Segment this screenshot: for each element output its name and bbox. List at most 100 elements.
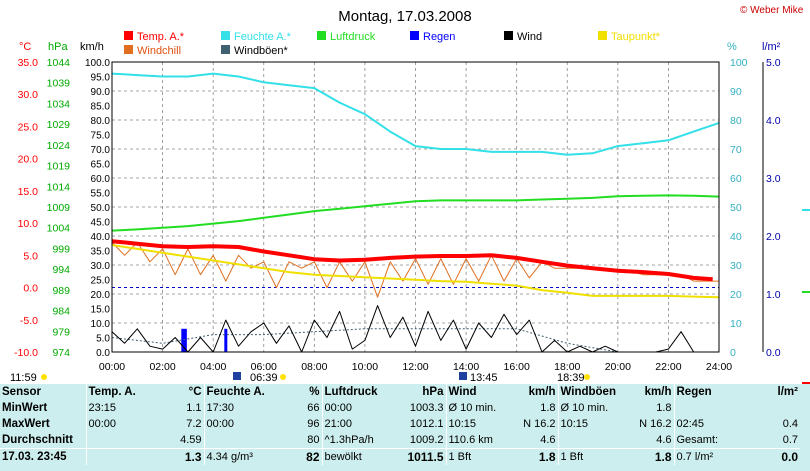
kmh-tick: 20.0	[91, 290, 111, 301]
stats-cell: 00:00	[203, 416, 270, 432]
kmh-tick: 45.0	[91, 218, 111, 229]
stats-cell: 0.7 l/m²	[673, 448, 750, 465]
stats-table: Sensor Temp. A. °C Feuchte A.% Luftdruck hPa W…	[0, 384, 800, 465]
stats-row-min: MinWert 23:15 1.1 17:30 66 00:00 1003.3 Ø 10 mi…	[0, 400, 800, 416]
chart-title: Montag, 17.03.2008	[338, 8, 471, 25]
series-luftdruck-line	[111, 194, 720, 232]
kmh-tick: 55.0	[91, 189, 111, 200]
kmh-tick: 60.0	[91, 174, 111, 185]
time-tick: 18:00	[554, 361, 580, 373]
right-edge-markers	[802, 209, 810, 384]
stats-cell: 82	[270, 448, 322, 465]
time-tick: 00:00	[99, 361, 125, 373]
stats-cell: 80	[307, 434, 320, 446]
stats-header-cell: Sensor	[2, 386, 41, 398]
hpa-tick: 989	[52, 285, 70, 297]
stats-row-avg: Durchschnitt 4.59 80 ^1.3hPa/h 1009.2 110.6 k…	[0, 432, 800, 449]
stats-row-current: 17.03. 23:45 1.3 4.34 g/m³ 82 bewölkt 1011.5 1…	[0, 448, 800, 465]
celsius-tick: 5.0	[23, 250, 38, 262]
percent-tick: 80	[730, 115, 742, 127]
time-tick: 08:00	[301, 361, 327, 373]
stats-header-cell: l/m²	[777, 386, 798, 398]
rain-tick: 3.0	[766, 173, 781, 185]
time-tick: 06:00	[251, 361, 277, 373]
stats-cell: 7.2	[186, 418, 202, 430]
stats-header-cell: %	[309, 386, 320, 398]
stats-header-cell: hPa	[422, 386, 444, 398]
stats-cell: Durchschnitt	[2, 434, 73, 446]
hpa-tick: 974	[52, 347, 70, 359]
sun-icon	[41, 374, 47, 380]
series-taupunkt-line	[111, 244, 720, 299]
legend: Temp. A.* Feuchte A.* Luftdruck Regen Wind Ta…	[124, 31, 661, 57]
stats-cell: 02:45	[673, 416, 750, 432]
percent-tick: 60	[730, 173, 742, 185]
stats-cell: MaxWert	[2, 418, 50, 430]
kmh-tick: 10.0	[91, 319, 111, 330]
time-tick: 20:00	[605, 361, 631, 373]
hpa-tick: 1014	[47, 181, 71, 193]
legend-label: Windböen*	[234, 45, 289, 57]
noon-time: 13:45	[470, 372, 498, 384]
time-tick: 04:00	[200, 361, 226, 373]
percent-tick: 30	[730, 260, 742, 272]
rain-tick: 1.0	[766, 289, 781, 301]
stats-cell: 1011.5	[394, 448, 446, 465]
sunset-time: 18:39	[557, 372, 585, 384]
kmh-tick: 75.0	[91, 131, 111, 142]
stats-cell: 4.59	[180, 434, 202, 446]
kmh-tick: 0.0	[96, 348, 110, 359]
celsius-tick: 20.0	[18, 154, 39, 166]
stats-header-row: Sensor Temp. A. °C Feuchte A.% Luftdruck hPa W…	[0, 384, 800, 400]
stats-panel: Sensor Temp. A. °C Feuchte A.% Luftdruck hPa W…	[0, 384, 810, 471]
celsius-unit-label: °C	[19, 41, 31, 53]
legend-swatch	[410, 31, 419, 40]
time-tick: 14:00	[453, 361, 479, 373]
kmh-tick: 80.0	[91, 116, 111, 127]
noon-icon	[459, 372, 467, 380]
hpa-tick: 1034	[47, 98, 71, 110]
stats-cell: 110.6 km	[445, 432, 508, 449]
stats-cell	[203, 432, 270, 449]
kmh-tick: 90.0	[91, 87, 111, 98]
hpa-tick: 1009	[47, 202, 71, 214]
legend-label: Luftdruck	[330, 31, 376, 43]
celsius-tick: 25.0	[18, 121, 39, 133]
stats-header-cell: Regen	[673, 384, 750, 400]
stats-header-cell: Windböen	[557, 384, 624, 400]
kmh-tick: 25.0	[91, 276, 111, 287]
kmh-tick: 85.0	[91, 102, 111, 113]
stats-cell	[85, 448, 144, 465]
stats-cell	[557, 432, 624, 449]
percent-tick: 0	[730, 347, 736, 359]
stats-cell: 00:00	[321, 400, 394, 416]
rain-tick: 4.0	[766, 115, 781, 127]
stats-cell: 66	[307, 402, 320, 414]
hpa-tick: 994	[52, 264, 70, 276]
legend-label: Wind	[517, 31, 542, 43]
percent-tick: 70	[730, 144, 742, 156]
series-temp-a-line	[111, 239, 713, 282]
rain-bar	[224, 328, 228, 352]
stats-cell: 1 Bft	[445, 448, 508, 465]
legend-label: Windchill	[137, 45, 181, 57]
legend-label: Taupunkt*	[611, 31, 661, 43]
kmh-tick: 70.0	[91, 145, 111, 156]
stats-header-cell: km/h	[528, 386, 556, 398]
sunrise-icon	[233, 372, 241, 380]
legend-swatch	[598, 31, 607, 40]
stats-cell: 21:00	[321, 416, 394, 432]
stats-cell: N 16.2	[639, 418, 672, 430]
kmh-tick: 40.0	[91, 232, 111, 243]
right-marker-pressure	[802, 291, 810, 293]
plot-frame	[111, 61, 720, 353]
stats-cell: 1.8	[508, 448, 558, 465]
hpa-tick: 1024	[47, 140, 71, 152]
rain-bar	[181, 328, 185, 352]
time-tick: 12:00	[402, 361, 428, 373]
sunset-sun-icon	[584, 374, 590, 380]
stats-cell: 4.6	[540, 434, 556, 446]
stats-cell: 4.6	[656, 434, 672, 446]
celsius-tick: 0.0	[23, 283, 38, 295]
rain-tick: 2.0	[766, 231, 781, 243]
